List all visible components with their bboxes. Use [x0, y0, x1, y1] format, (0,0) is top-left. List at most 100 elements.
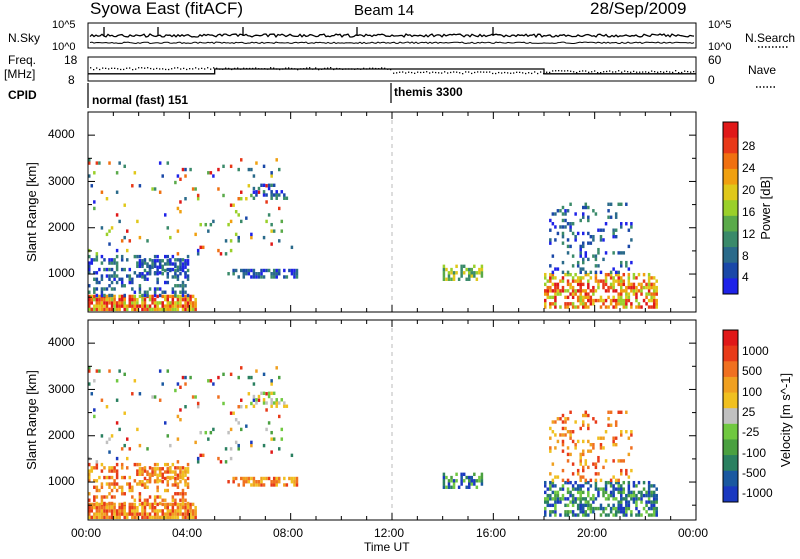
power-panel: Slant Range [km] 4000 3000 2000 1000	[24, 111, 697, 313]
data-cell	[647, 285, 651, 290]
data-cell	[614, 272, 618, 277]
data-cell	[100, 307, 104, 312]
data-cell	[614, 289, 618, 293]
data-cell	[138, 498, 142, 502]
data-cell	[158, 369, 162, 373]
data-cell	[295, 476, 299, 481]
data-cell	[614, 215, 618, 219]
data-cell	[100, 274, 104, 278]
data-cell	[181, 492, 185, 496]
data-cell	[551, 272, 555, 277]
data-cell	[571, 487, 575, 491]
data-cell	[123, 284, 126, 288]
data-cell	[597, 282, 600, 287]
data-cell	[176, 482, 180, 486]
data-cell	[240, 190, 243, 194]
nave-dot	[177, 67, 179, 69]
data-cell	[599, 305, 603, 309]
data-cell	[217, 375, 220, 380]
data-cell	[566, 270, 570, 275]
nave-dot	[666, 70, 668, 73]
data-cell	[95, 252, 99, 256]
data-cell	[166, 475, 170, 480]
data-cell	[108, 492, 111, 496]
data-cell	[551, 212, 555, 216]
data-cell	[126, 248, 129, 253]
data-cell	[275, 398, 278, 402]
data-cell	[184, 502, 187, 507]
data-cell	[442, 277, 446, 281]
data-cell	[153, 307, 157, 312]
nave-dot	[471, 72, 473, 75]
data-cell	[171, 294, 175, 299]
data-cell	[100, 501, 104, 506]
data-cell	[561, 289, 565, 293]
data-cell	[574, 272, 577, 277]
data-cell	[191, 301, 195, 305]
data-cell	[186, 268, 190, 273]
data-cell	[604, 305, 608, 309]
data-cell	[579, 247, 582, 252]
data-cell	[295, 480, 299, 484]
data-cell	[169, 515, 172, 520]
data-cell	[584, 202, 588, 206]
data-cell	[650, 500, 653, 504]
data-cell	[594, 257, 598, 262]
data-cell	[647, 513, 651, 517]
data-cell	[574, 238, 577, 242]
data-cell	[655, 302, 658, 306]
data-cell	[113, 469, 116, 473]
data-cell	[181, 515, 185, 520]
data-cell	[153, 467, 157, 471]
data-cell	[584, 270, 588, 275]
data-cell	[293, 483, 296, 487]
data-cell	[571, 430, 575, 434]
data-cell	[554, 433, 557, 437]
data-cell	[120, 488, 124, 493]
data-cell	[247, 476, 251, 481]
data-cell	[115, 456, 119, 461]
data-cell	[141, 304, 144, 308]
data-cell	[179, 509, 182, 513]
data-cell	[272, 483, 276, 487]
data-cell	[90, 466, 94, 470]
velocity-ytick-4000: 4000	[48, 335, 75, 349]
nave-dot	[570, 70, 572, 72]
data-cell	[100, 304, 104, 308]
nave-dot	[240, 68, 242, 70]
data-cell	[260, 476, 263, 481]
data-cell	[128, 277, 132, 281]
data-cell	[90, 294, 94, 299]
data-cell	[136, 307, 139, 312]
data-cell	[617, 251, 620, 255]
data-cell	[138, 294, 142, 299]
nave-dot	[336, 67, 338, 70]
nave-dot	[498, 71, 500, 74]
data-cell	[625, 510, 628, 514]
data-cell	[189, 505, 192, 510]
data-cell	[222, 401, 225, 406]
data-cell	[561, 478, 565, 483]
data-cell	[115, 462, 119, 467]
data-cell	[158, 470, 162, 474]
data-cell	[564, 426, 567, 431]
data-cell	[118, 219, 121, 224]
velocity-ylabel: Slant Range [km]	[24, 370, 39, 470]
data-cell	[133, 297, 137, 302]
data-cell	[622, 302, 626, 306]
data-cell	[113, 307, 116, 312]
power-ytick-1000: 1000	[48, 266, 75, 280]
nave-dot	[648, 71, 650, 74]
data-cell	[295, 272, 299, 276]
data-cell	[587, 439, 590, 444]
data-cell	[105, 440, 109, 445]
data-cell	[176, 258, 180, 262]
data-cell	[270, 190, 273, 194]
data-cell	[546, 285, 550, 290]
data-cell	[594, 472, 598, 476]
data-cell	[473, 264, 476, 269]
data-cell	[113, 505, 116, 510]
data-cell	[108, 261, 111, 265]
data-cell	[166, 512, 170, 516]
data-cell	[138, 184, 142, 188]
